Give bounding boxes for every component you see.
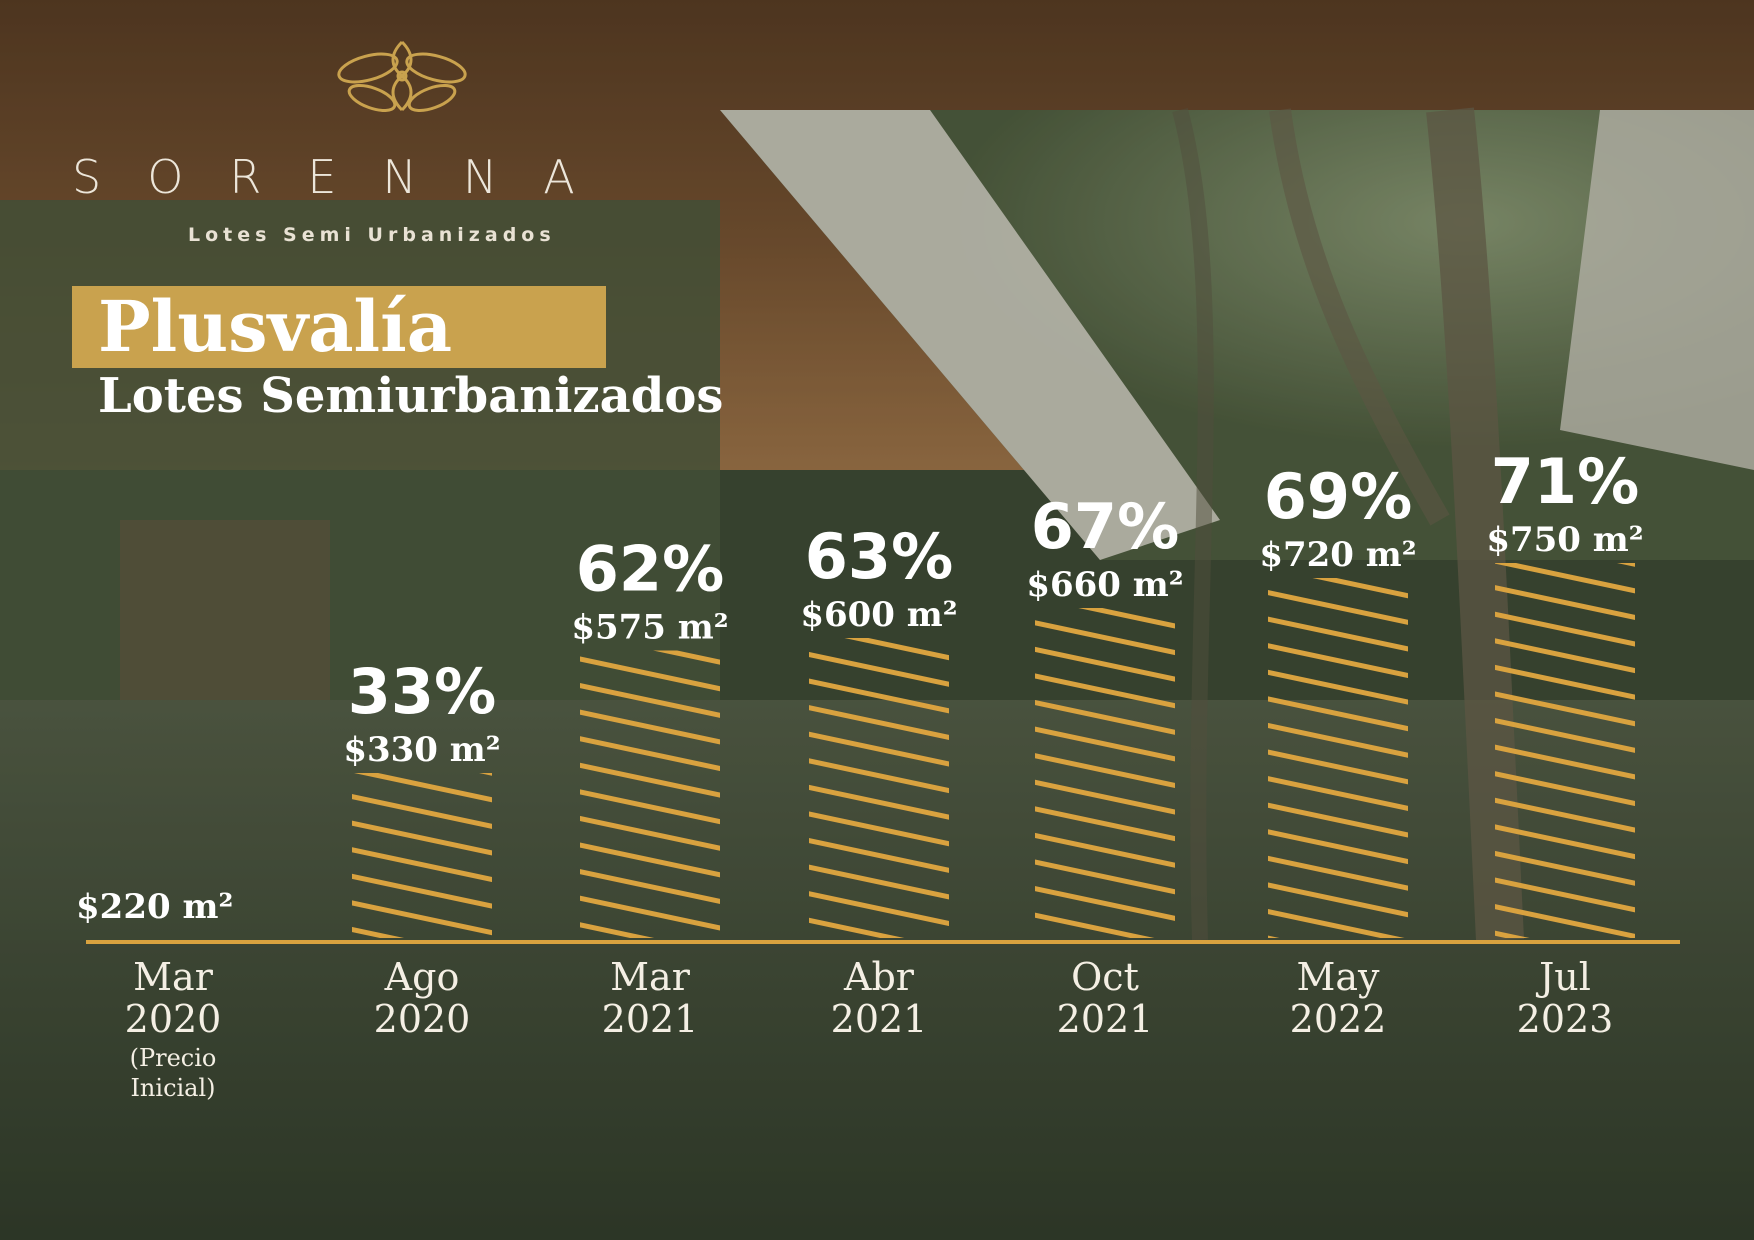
x-tick-label-4-1: 2021	[1057, 997, 1154, 1041]
price-label-6: $750 m²	[1486, 520, 1643, 560]
chart-subtitle: Lotes Semiurbanizados	[98, 368, 724, 424]
bar-1	[352, 773, 492, 938]
x-tick-label-4-0: Oct	[1071, 955, 1139, 999]
percent-label-1: 33%	[348, 655, 496, 728]
percent-label-5: 69%	[1264, 460, 1412, 533]
percent-label-2: 62%	[576, 533, 724, 606]
sorenna-logo-icon	[337, 40, 467, 112]
bar-5	[1268, 578, 1408, 938]
x-tick-label-3-0: Abr	[843, 955, 915, 999]
x-tick-label-6-1: 2023	[1517, 997, 1614, 1041]
price-label-4: $660 m²	[1026, 565, 1183, 605]
x-tick-label-2-1: 2021	[602, 997, 699, 1041]
percent-label-4: 67%	[1031, 490, 1179, 563]
brand-tagline: Lotes Semi Urbanizados	[188, 224, 556, 246]
price-label-5: $720 m²	[1259, 535, 1416, 575]
title-highlight-band	[72, 286, 606, 368]
price-label-2: $575 m²	[571, 608, 728, 648]
bar-2	[580, 650, 720, 938]
chart-title: Plusvalía	[98, 285, 453, 368]
price-label-0: $220 m²	[76, 887, 233, 927]
x-tick-label-5-0: May	[1296, 955, 1380, 999]
bar-4	[1035, 608, 1175, 938]
x-tick-label-0-0: Mar	[133, 955, 214, 999]
x-tick-label-5-1: 2022	[1290, 997, 1387, 1041]
x-tick-label-0-2: (Precio	[130, 1044, 217, 1072]
x-tick-label-6-0: Jul	[1535, 955, 1591, 999]
percent-label-3: 63%	[805, 520, 953, 593]
percent-label-6: 71%	[1491, 445, 1639, 518]
x-tick-label-2-0: Mar	[610, 955, 691, 999]
brand-name: SORENNA	[72, 150, 621, 204]
price-label-1: $330 m²	[343, 730, 500, 770]
bar-3	[809, 638, 949, 938]
x-tick-label-3-1: 2021	[831, 997, 928, 1041]
x-tick-label-1-0: Ago	[384, 955, 460, 999]
price-label-3: $600 m²	[800, 595, 957, 635]
bar-6	[1495, 563, 1635, 938]
x-tick-label-0-3: Inicial)	[130, 1074, 215, 1102]
x-tick-label-1-1: 2020	[374, 997, 471, 1041]
x-tick-label-0-1: 2020	[125, 997, 222, 1041]
